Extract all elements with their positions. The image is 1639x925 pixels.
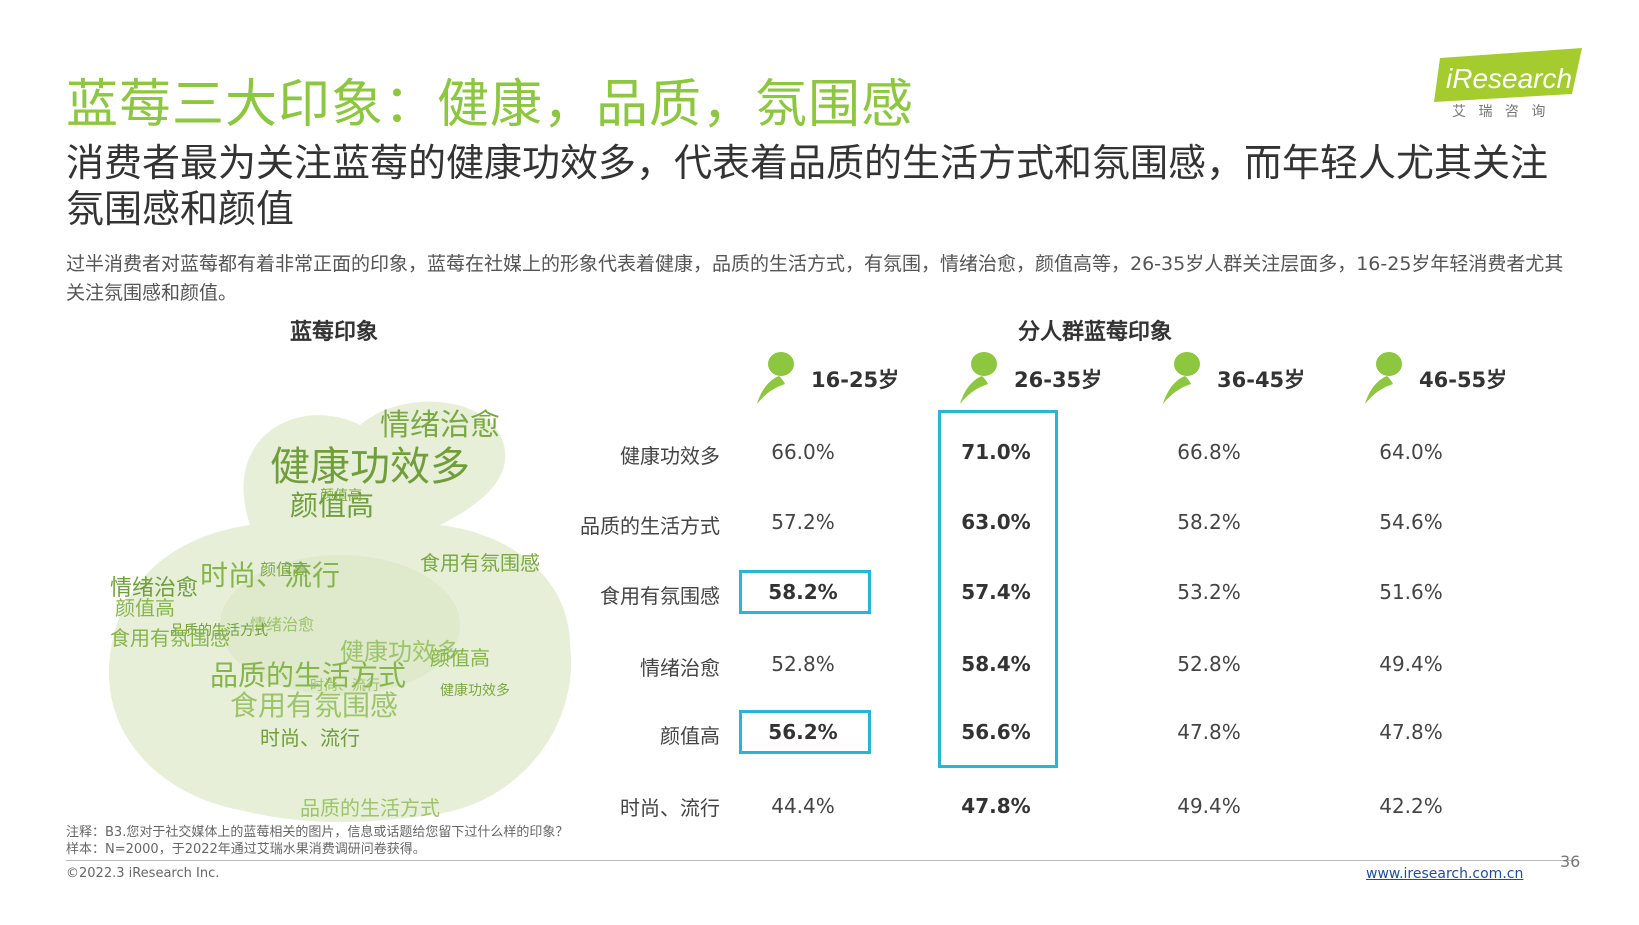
logo-sub-text: 艾 瑞 咨 询 (1452, 104, 1549, 120)
cloud-word: 情绪治愈 (250, 615, 314, 634)
cloud-word: 时尚、流行 (200, 559, 340, 592)
cloud-word: 品质的生活方式 (170, 623, 268, 639)
logo-banner (1434, 48, 1582, 102)
table-cell: 53.2% (1177, 580, 1241, 604)
page-number: 36 (1560, 852, 1581, 871)
table-cell: 64.0% (1379, 440, 1443, 464)
row-label: 食用有氛围感 (600, 584, 720, 608)
page-title: 蓝莓三大印象：健康，品质，氛围感 (66, 75, 915, 135)
column-header: 26-35岁 (1014, 368, 1103, 392)
page-description: 过半消费者对蓝莓都有着非常正面的印象，蓝莓在社媒上的形象代表着健康，品质的生活方… (66, 253, 1564, 304)
table-cell: 42.2% (1379, 794, 1443, 818)
table-cell: 44.4% (771, 794, 835, 818)
row-label: 时尚、流行 (620, 796, 720, 820)
footnote-question: 注释：B3.您对于社交媒体上的蓝莓相关的图片，信息或话题给您留下过什么样的印象？ (66, 825, 569, 840)
cloud-word: 颜值高 (430, 646, 490, 670)
table-cell: 57.4% (961, 580, 1031, 604)
cloud-word-group: 健康功效多品质的生活方式食用有氛围感情绪治愈颜值高时尚、流行健康功效多颜值高情绪… (110, 408, 540, 820)
page-subtitle: 消费者最为关注蓝莓的健康功效多，代表着品质的生活方式和氛围感，而年轻人尤其关注氛… (66, 141, 1549, 231)
table-cell: 47.8% (1379, 720, 1443, 744)
logo-brand-text: iResearch (1446, 63, 1572, 94)
row-label: 健康功效多 (620, 444, 720, 468)
cloud-word: 健康功效多 (440, 682, 510, 699)
leaf-icon (755, 350, 799, 412)
cloud-word: 颜值高 (260, 560, 308, 579)
cloud-inner-ring (220, 555, 460, 695)
cloud-word: 时尚、流行 (310, 678, 380, 694)
cloud-word: 时尚、流行 (260, 726, 360, 750)
table-cell: 66.8% (1177, 440, 1241, 464)
table-cell: 66.0% (771, 440, 835, 464)
table-cell: 58.4% (961, 652, 1031, 676)
cloud-word: 颜值高 (115, 596, 175, 620)
table-cell: 52.8% (771, 652, 835, 676)
table-cell: 57.2% (771, 510, 835, 534)
table-cell: 71.0% (961, 440, 1031, 464)
footer-divider (66, 860, 1571, 861)
row-label: 品质的生活方式 (580, 514, 720, 538)
cloud-word: 食用有氛围感 (110, 626, 230, 650)
table-cell: 54.6% (1379, 510, 1443, 534)
leaf-icon (958, 350, 1002, 412)
table-cell: 47.8% (1177, 720, 1241, 744)
column-header: 16-25岁 (811, 368, 900, 392)
cloud-word: 品质的生活方式 (210, 659, 406, 692)
cloud-word: 品质的生活方式 (300, 796, 440, 820)
cloud-word: 食用有氛围感 (420, 551, 540, 575)
table-cell: 49.4% (1177, 794, 1241, 818)
table-cell: 58.2% (1177, 510, 1241, 534)
cloud-word: 情绪治愈 (380, 408, 500, 443)
iresearch-logo[interactable]: iResearch 艾 瑞 咨 询 (1430, 46, 1590, 126)
column-header: 36-45岁 (1217, 368, 1306, 392)
column-header: 46-55岁 (1419, 368, 1508, 392)
highlight-box-26-35 (938, 410, 1058, 768)
leaf-icon (1161, 350, 1205, 412)
row-label: 情绪治愈 (640, 656, 720, 680)
highlight-box-16-25 (739, 570, 871, 614)
highlight-box-16-25 (739, 710, 871, 754)
table-cell: 52.8% (1177, 652, 1241, 676)
copyright-text: ©2022.3 iResearch Inc. (66, 866, 220, 881)
left-section-title: 蓝莓印象 (290, 320, 379, 345)
cloud-word: 颜值高 (320, 487, 362, 504)
cloud-word: 健康功效多 (340, 638, 460, 666)
row-label: 颜值高 (660, 724, 720, 748)
table-cell: 58.2% (768, 580, 838, 604)
cloud-word: 颜值高 (290, 489, 374, 522)
cloud-word: 健康功效多 (270, 444, 470, 490)
blueberry-word-cloud: 健康功效多品质的生活方式食用有氛围感情绪治愈颜值高时尚、流行健康功效多颜值高情绪… (108, 401, 572, 822)
leaf-icon (1363, 350, 1407, 412)
table-cell: 56.6% (961, 720, 1031, 744)
cloud-word: 情绪治愈 (110, 576, 198, 601)
table-cell: 56.2% (768, 720, 838, 744)
footnote-sample: 样本：N=2000，于2022年通过艾瑞水果消费调研问卷获得。 (66, 842, 426, 857)
cloud-word: 食用有氛围感 (230, 689, 398, 722)
table-cell: 49.4% (1379, 652, 1443, 676)
website-link[interactable]: www.iresearch.com.cn (1366, 866, 1524, 882)
table-cell: 51.6% (1379, 580, 1443, 604)
table-cell: 47.8% (961, 794, 1031, 818)
table-cell: 63.0% (961, 510, 1031, 534)
right-section-title: 分人群蓝莓印象 (1018, 320, 1173, 345)
